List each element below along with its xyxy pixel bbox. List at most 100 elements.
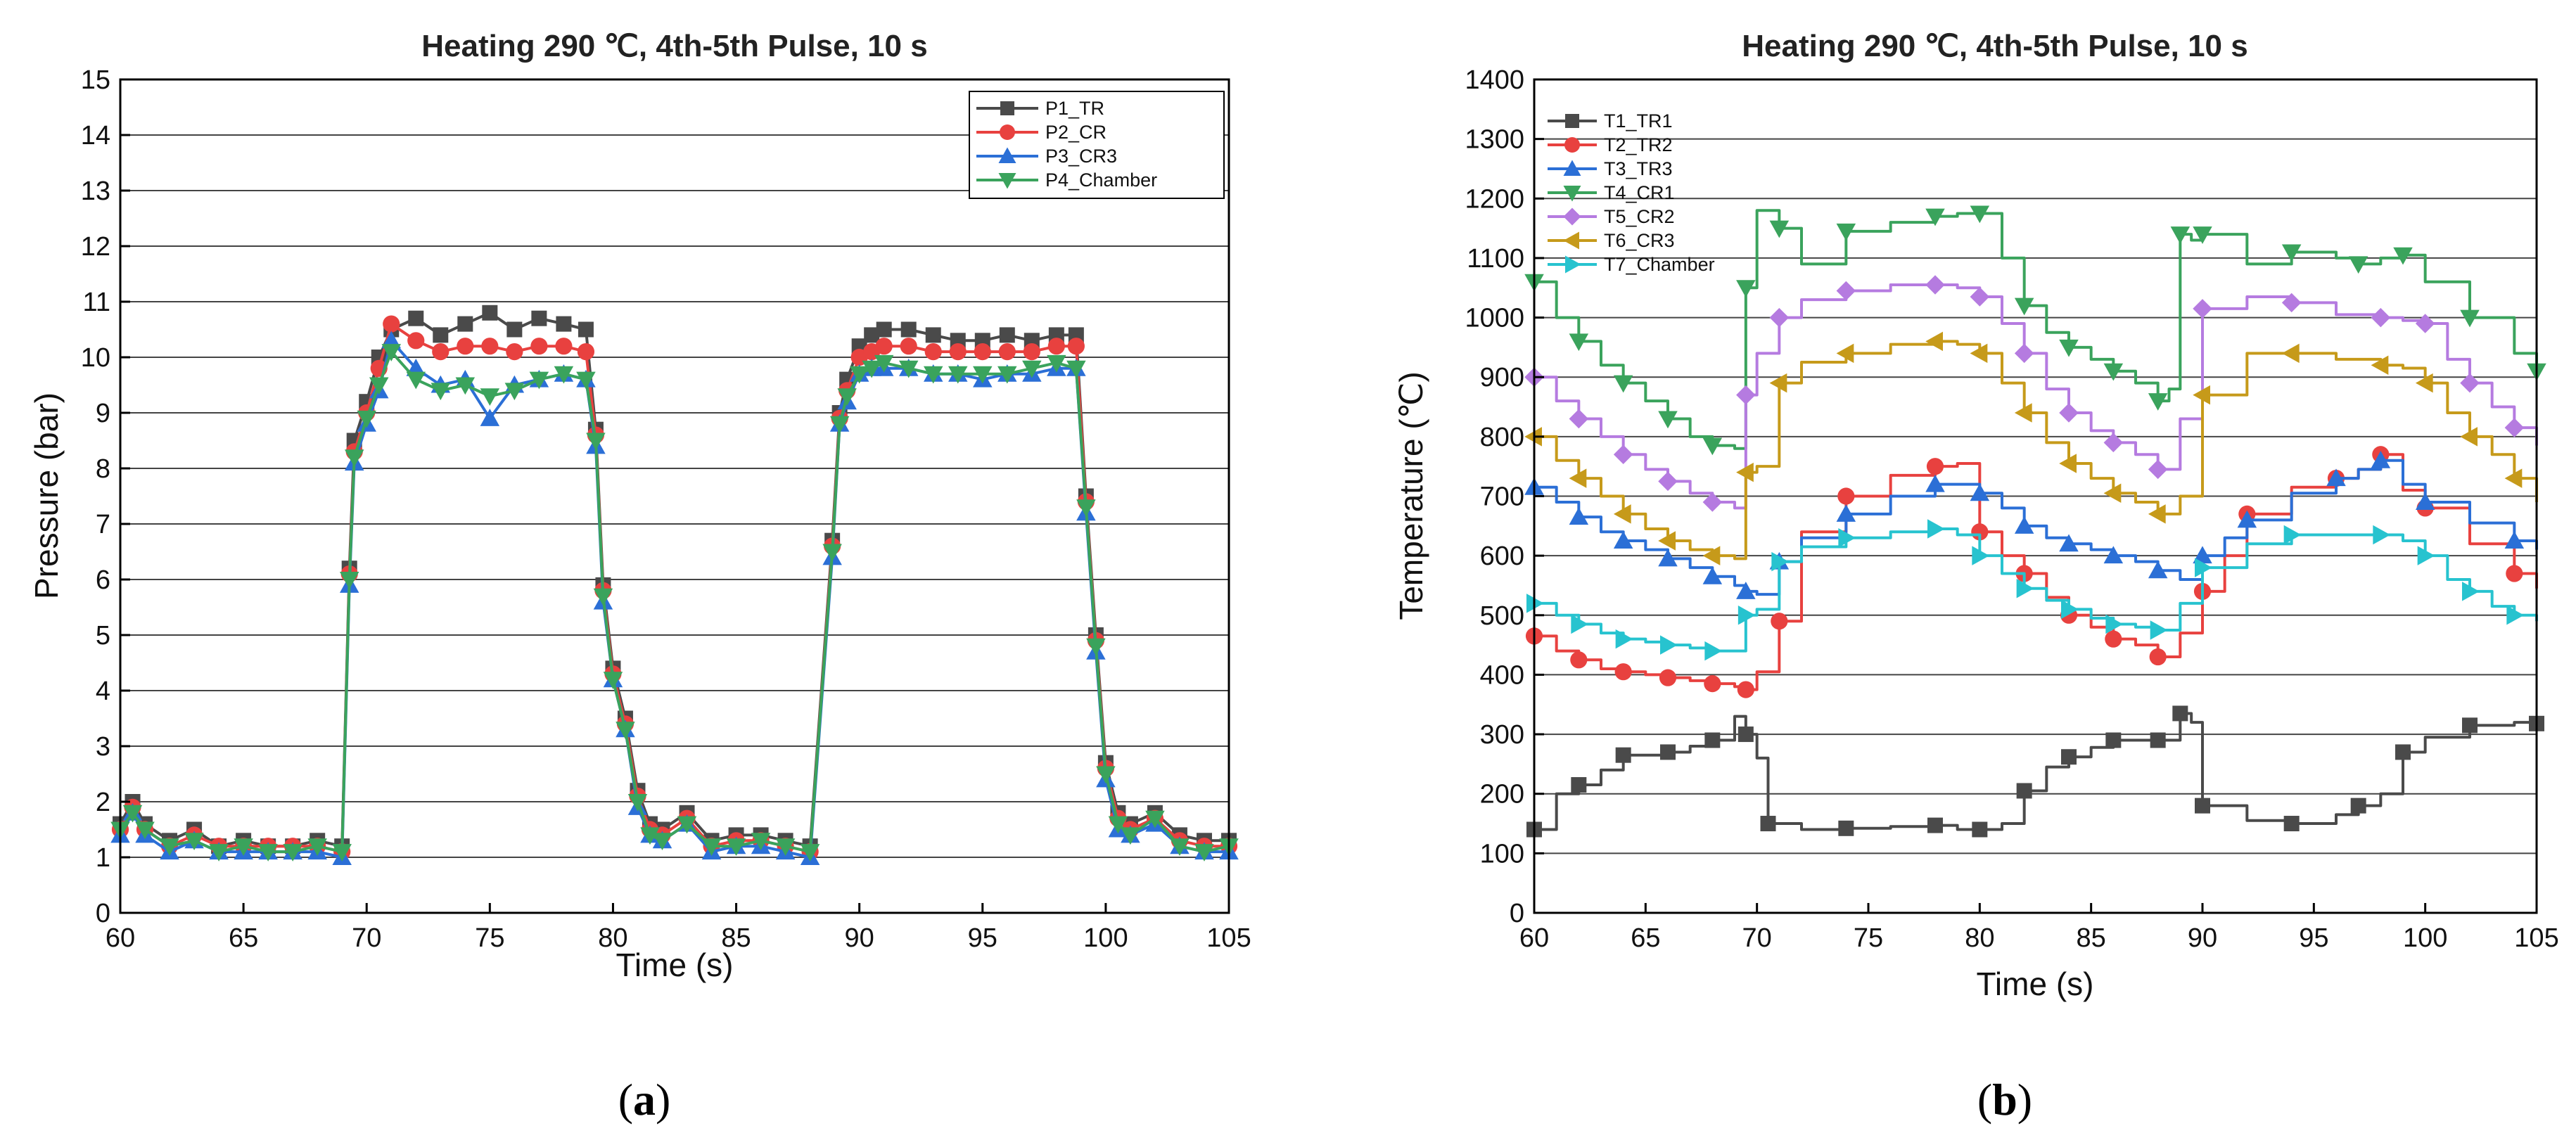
- data-point: [406, 371, 426, 390]
- data-point: [2193, 226, 2212, 244]
- data-point: [529, 371, 549, 390]
- data-point: [160, 838, 179, 856]
- series-P2_CR: [111, 315, 1238, 861]
- series-T6_CR3: [1524, 331, 2538, 565]
- data-point: [999, 327, 1015, 343]
- data-point: [876, 321, 892, 338]
- data-point: [1769, 220, 1790, 238]
- data-point: [837, 388, 857, 406]
- data-point: [1769, 373, 1787, 393]
- series-group: [1524, 205, 2546, 838]
- data-point: [455, 377, 476, 395]
- data-point: [2462, 582, 2480, 601]
- data-point: [1970, 287, 1990, 307]
- data-point: [2148, 561, 2168, 579]
- chart-title: Heating 290 ℃, 4th-5th Pulse, 10 s: [1742, 29, 2247, 63]
- y-tick-label: 400: [1480, 660, 1524, 690]
- data-point: [652, 833, 672, 851]
- legend-marker: [1000, 124, 1015, 140]
- series-line: [119, 350, 1230, 854]
- legend-item: T4_CR1: [1548, 182, 1675, 203]
- data-point: [974, 343, 991, 361]
- data-point: [1771, 551, 1790, 572]
- data-point: [344, 449, 364, 467]
- y-tick-label: 11: [83, 288, 110, 317]
- y-tick-label: 10: [81, 343, 110, 373]
- data-point: [627, 794, 648, 812]
- series-line: [1534, 340, 2538, 561]
- data-point: [2059, 454, 2077, 473]
- legend-item: P1_TR: [976, 98, 1104, 119]
- data-point: [1736, 385, 1756, 405]
- data-point: [1925, 275, 1945, 295]
- data-point: [1736, 582, 1756, 599]
- data-point: [307, 838, 327, 856]
- x-tick-label: 80: [1965, 923, 1994, 953]
- data-point: [2014, 516, 2034, 534]
- data-point: [1613, 531, 1633, 549]
- series-line: [119, 322, 1229, 854]
- data-point: [1067, 338, 1085, 355]
- legend-label: P1_TR: [1045, 98, 1104, 119]
- data-point: [864, 327, 880, 343]
- chart-title: Heating 290 ℃, 4th-5th Pulse, 10 s: [421, 29, 927, 63]
- data-point: [1023, 343, 1040, 361]
- data-point: [2059, 534, 2079, 552]
- data-point: [2148, 459, 2168, 480]
- data-point: [1970, 483, 1990, 501]
- data-point: [2149, 648, 2167, 666]
- x-tick-label: 100: [2403, 923, 2447, 953]
- y-tick-label: 800: [1480, 423, 1524, 452]
- data-point: [2415, 314, 2435, 333]
- data-point: [577, 343, 595, 361]
- legend-marker: [1000, 101, 1014, 115]
- data-point: [2415, 373, 2433, 393]
- data-point: [677, 816, 697, 834]
- data-point: [1022, 360, 1042, 378]
- ticks: 60 65 70 75 80 85 90 95 100 105 0 100 200 300 400 500 60…: [1465, 65, 2558, 953]
- data-point: [554, 366, 574, 384]
- legend-item: T5_CR2: [1548, 206, 1675, 227]
- data-point: [432, 343, 449, 361]
- series-T4_CR1: [1524, 205, 2546, 456]
- y-tick-label: 7: [96, 510, 110, 539]
- data-point: [2281, 343, 2300, 364]
- data-point: [1170, 838, 1190, 856]
- data-point: [369, 377, 389, 395]
- data-point: [1702, 437, 1723, 456]
- legend-marker: [1565, 255, 1581, 274]
- data-point: [504, 383, 525, 401]
- x-tick-label: 90: [2188, 923, 2217, 953]
- data-point: [1702, 492, 1723, 512]
- legend-label: P3_CR3: [1045, 146, 1117, 167]
- x-tick-label: 70: [1742, 923, 1772, 953]
- data-point: [1613, 375, 1633, 393]
- data-point: [578, 321, 594, 338]
- data-point: [2506, 606, 2525, 625]
- data-point: [283, 844, 302, 862]
- y-tick-label: 5: [96, 621, 110, 651]
- data-point: [603, 672, 623, 689]
- data-point: [1659, 669, 1677, 686]
- grid: [120, 134, 1229, 858]
- data-point: [383, 315, 400, 333]
- x-tick-label: 95: [2299, 923, 2328, 953]
- data-point: [2016, 578, 2034, 598]
- data-point: [1769, 307, 1790, 328]
- y-tick-label: 600: [1480, 542, 1524, 571]
- data-point: [2460, 373, 2480, 393]
- data-point: [530, 338, 548, 355]
- y-tick-label: 1400: [1465, 65, 1524, 95]
- data-point: [998, 343, 1016, 361]
- x-tick-label: 75: [1854, 923, 1883, 953]
- legend-marker: [1563, 160, 1581, 176]
- x-tick-label: 95: [968, 923, 997, 953]
- y-tick-label: 300: [1480, 720, 1524, 750]
- data-point: [2172, 705, 2188, 722]
- data-point: [1838, 528, 1856, 548]
- y-tick-label: 12: [81, 232, 110, 262]
- data-point: [2105, 614, 2124, 634]
- y-tick-label: 9: [96, 399, 110, 428]
